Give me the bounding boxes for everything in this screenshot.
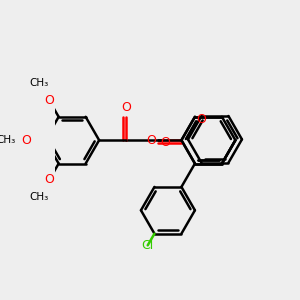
Text: O: O	[160, 136, 170, 149]
Text: O: O	[21, 134, 31, 147]
Text: O: O	[196, 113, 206, 126]
Text: O: O	[44, 173, 54, 186]
Text: O: O	[121, 101, 131, 114]
Text: O: O	[44, 94, 54, 107]
Text: CH₃: CH₃	[29, 78, 49, 88]
Text: O: O	[146, 134, 156, 147]
Text: CH₃: CH₃	[29, 192, 49, 203]
Text: Cl: Cl	[142, 239, 154, 252]
Text: CH₃: CH₃	[0, 135, 16, 145]
